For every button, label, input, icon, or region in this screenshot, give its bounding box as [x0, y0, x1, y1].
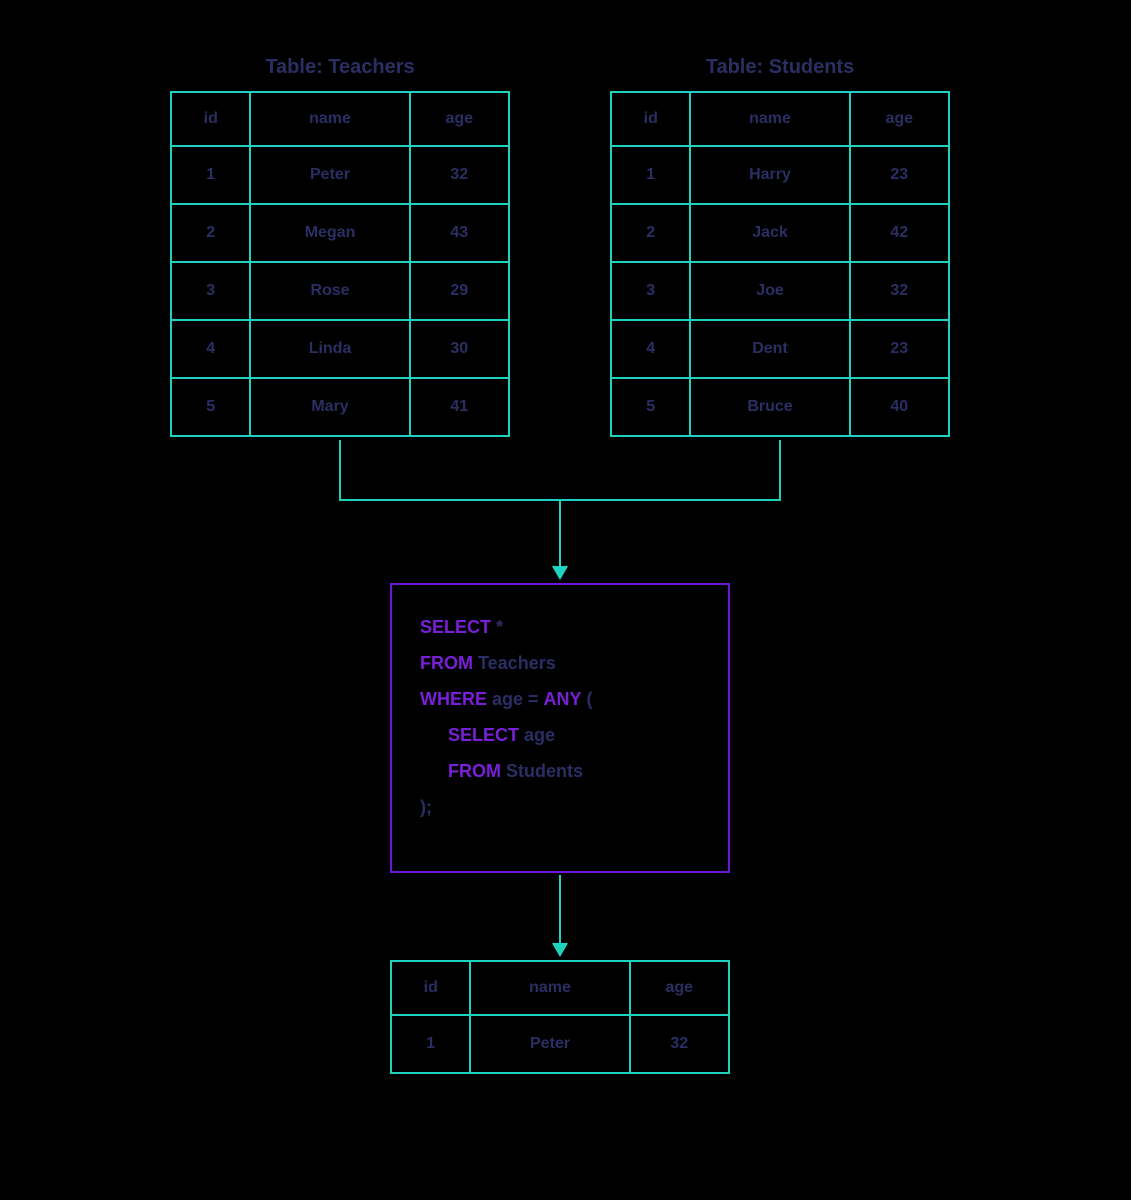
sql-line: FROM Teachers [420, 645, 700, 681]
table-cell: 23 [850, 320, 949, 378]
table-row: 1Peter32 [391, 1015, 729, 1073]
sql-keyword: WHERE [420, 689, 487, 709]
column-header: name [690, 92, 849, 146]
table-cell: 32 [410, 146, 509, 204]
sql-keyword: SELECT [448, 725, 519, 745]
table-row: 2Megan43 [171, 204, 509, 262]
sql-token: age = [487, 689, 544, 709]
table-row: 3Joe32 [611, 262, 949, 320]
teachers-table: idnameage1Peter322Megan433Rose294Linda30… [170, 91, 510, 437]
teachers-title: Table: Teachers [170, 56, 510, 79]
sql-keyword: FROM [448, 761, 501, 781]
table-cell: 1 [171, 146, 250, 204]
table-cell: Linda [250, 320, 409, 378]
table-cell: 5 [611, 378, 690, 436]
connector-mid [545, 875, 575, 960]
table-cell: 1 [611, 146, 690, 204]
connector-top [320, 440, 800, 583]
table-row: 4Dent23 [611, 320, 949, 378]
column-header: age [850, 92, 949, 146]
table-cell: 2 [611, 204, 690, 262]
column-header: id [171, 92, 250, 146]
table-cell: 3 [171, 262, 250, 320]
table-row: 5Bruce40 [611, 378, 949, 436]
sql-token: * [491, 617, 503, 637]
table-row: 3Rose29 [171, 262, 509, 320]
table-cell: 40 [850, 378, 949, 436]
sql-line: ); [420, 789, 700, 825]
table-cell: 2 [171, 204, 250, 262]
column-header: name [470, 961, 629, 1015]
column-header: age [630, 961, 729, 1015]
table-row: 2Jack42 [611, 204, 949, 262]
table-cell: 23 [850, 146, 949, 204]
sql-line: SELECT age [420, 717, 700, 753]
students-table-container: Table: Students idnameage1Harry232Jack42… [610, 56, 950, 437]
sql-token: age [519, 725, 555, 745]
column-header: name [250, 92, 409, 146]
table-cell: Dent [690, 320, 849, 378]
table-cell: 5 [171, 378, 250, 436]
sql-token: Teachers [473, 653, 556, 673]
table-cell: Rose [250, 262, 409, 320]
table-cell: 32 [850, 262, 949, 320]
table-cell: Mary [250, 378, 409, 436]
table-cell: Megan [250, 204, 409, 262]
table-cell: 30 [410, 320, 509, 378]
table-cell: 29 [410, 262, 509, 320]
table-cell: 1 [391, 1015, 470, 1073]
teachers-table-container: Table: Teachers idnameage1Peter322Megan4… [170, 56, 510, 437]
sql-keyword: FROM [420, 653, 473, 673]
table-cell: 42 [850, 204, 949, 262]
result-table: idnameage1Peter32 [390, 960, 730, 1074]
column-header: age [410, 92, 509, 146]
result-table-container: idnameage1Peter32 [390, 960, 730, 1074]
column-header: id [391, 961, 470, 1015]
sql-token: ( [582, 689, 593, 709]
table-cell: Bruce [690, 378, 849, 436]
students-title: Table: Students [610, 56, 950, 79]
table-cell: 4 [171, 320, 250, 378]
table-row: 1Harry23 [611, 146, 949, 204]
table-row: 4Linda30 [171, 320, 509, 378]
sql-keyword: SELECT [420, 617, 491, 637]
sql-line: WHERE age = ANY ( [420, 681, 700, 717]
students-table: idnameage1Harry232Jack423Joe324Dent235Br… [610, 91, 950, 437]
column-header: id [611, 92, 690, 146]
sql-query-box: SELECT *FROM TeachersWHERE age = ANY (SE… [390, 583, 730, 873]
table-row: 5Mary41 [171, 378, 509, 436]
sql-token: Students [501, 761, 583, 781]
table-cell: 32 [630, 1015, 729, 1073]
table-cell: Joe [690, 262, 849, 320]
table-cell: 3 [611, 262, 690, 320]
sql-token: ); [420, 797, 432, 817]
table-cell: 41 [410, 378, 509, 436]
table-cell: Jack [690, 204, 849, 262]
table-cell: Peter [470, 1015, 629, 1073]
table-cell: Harry [690, 146, 849, 204]
table-row: 1Peter32 [171, 146, 509, 204]
sql-keyword: ANY [544, 689, 582, 709]
table-cell: 43 [410, 204, 509, 262]
sql-line: FROM Students [420, 753, 700, 789]
table-cell: Peter [250, 146, 409, 204]
sql-line: SELECT * [420, 609, 700, 645]
table-cell: 4 [611, 320, 690, 378]
